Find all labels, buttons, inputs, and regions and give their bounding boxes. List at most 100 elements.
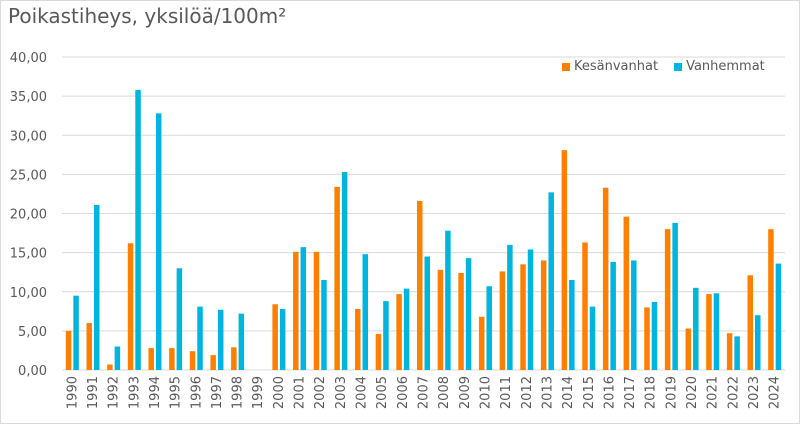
bar-vanhemmat-2014	[569, 280, 575, 370]
bar-kesanvanhat-2014	[561, 150, 568, 370]
bar-vanhemmat-2005	[383, 301, 389, 370]
x-tick-label: 2018	[644, 376, 659, 409]
y-tick-label: 10,00	[10, 286, 47, 301]
bar-kesanvanhat-2020	[685, 328, 692, 370]
x-tick-label: 1990	[65, 376, 80, 409]
bar-vanhemmat-2004	[362, 254, 369, 370]
bar-kesanvanhat-2012	[520, 264, 526, 370]
x-tick-label: 1997	[210, 376, 225, 409]
bar-kesanvanhat-2013	[540, 260, 547, 370]
bar-vanhemmat-2016	[610, 262, 616, 370]
bar-vanhemmat-2013	[548, 192, 554, 370]
x-tick-label: 2006	[396, 376, 411, 409]
x-tick-label: 2001	[293, 376, 308, 409]
bar-vanhemmat-1997	[217, 309, 224, 370]
bar-vanhemmat-2018	[651, 301, 658, 370]
bar-kesanvanhat-2023	[747, 275, 754, 370]
bar-kesanvanhat-2010	[478, 316, 485, 370]
bar-vanhemmat-2024	[775, 263, 782, 370]
y-tick-label: 30,00	[10, 129, 47, 144]
x-tick-label: 2024	[768, 376, 783, 409]
bar-vanhemmat-2002	[321, 280, 327, 370]
x-tick-label: 2020	[685, 376, 700, 409]
bar-vanhemmat-2022	[734, 336, 740, 370]
bar-vanhemmat-2006	[403, 288, 410, 370]
bar-kesanvanhat-2004	[355, 308, 361, 370]
bar-vanhemmat-1990	[73, 295, 79, 370]
x-tick-label: 1994	[148, 376, 163, 409]
x-tick-label: 2014	[561, 376, 576, 409]
bar-vanhemmat-2008	[445, 230, 451, 370]
y-tick-label: 15,00	[10, 247, 47, 262]
bar-kesanvanhat-1997	[210, 355, 216, 370]
y-tick-label: 0,00	[18, 364, 47, 379]
bar-kesanvanhat-2006	[396, 294, 402, 370]
x-tick-label: 2010	[478, 376, 493, 409]
bar-vanhemmat-2000	[279, 308, 286, 370]
bar-vanhemmat-1995	[176, 268, 183, 370]
bar-vanhemmat-1992	[114, 346, 121, 370]
x-tick-label: 2005	[375, 376, 390, 409]
bar-vanhemmat-2015	[589, 306, 596, 370]
legend-item-kesanvanhat: Kesänvanhat	[562, 59, 658, 74]
y-tick-label: 5,00	[18, 325, 47, 340]
bar-kesanvanhat-2016	[602, 187, 609, 370]
bar-kesanvanhat-2024	[768, 229, 774, 370]
bar-kesanvanhat-1993	[127, 243, 134, 370]
x-tick-label: 2012	[520, 376, 535, 409]
bar-kesanvanhat-1990	[65, 330, 72, 370]
bar-kesanvanhat-2019	[664, 229, 671, 370]
x-tick-label: 2002	[313, 376, 328, 409]
bar-vanhemmat-2023	[755, 315, 761, 370]
bar-vanhemmat-2017	[631, 260, 637, 370]
x-tick-label: 1995	[169, 376, 184, 409]
x-tick-label: 2016	[602, 376, 617, 409]
x-tick-label: 1999	[251, 376, 266, 409]
x-tick-label: 2015	[582, 376, 597, 409]
x-tick-label: 2011	[499, 376, 514, 409]
bar-vanhemmat-2011	[507, 244, 513, 370]
bar-kesanvanhat-1994	[148, 348, 154, 370]
x-tick-label: 1992	[107, 376, 122, 409]
bar-vanhemmat-2019	[672, 222, 678, 370]
y-tick-label: 20,00	[10, 208, 47, 223]
bar-kesanvanhat-2011	[499, 271, 506, 370]
x-tick-label: 1996	[189, 376, 204, 409]
bar-kesanvanhat-2007	[417, 200, 423, 370]
bar-kesanvanhat-2008	[437, 269, 444, 370]
legend-swatch-orange	[562, 62, 570, 71]
x-tick-label: 2000	[272, 376, 287, 409]
y-tick-label: 25,00	[10, 168, 47, 183]
x-tick-label: 2017	[623, 376, 638, 409]
x-tick-label: 2019	[664, 376, 679, 409]
chart-title: Poikastiheys, yksilöä/100m²	[8, 4, 287, 28]
legend-item-vanhemmat: Vanhemmat	[674, 59, 765, 74]
bar-kesanvanhat-1996	[189, 351, 196, 370]
bar-vanhemmat-2009	[465, 258, 472, 370]
bar-vanhemmat-2012	[527, 249, 534, 370]
bar-vanhemmat-2020	[693, 287, 699, 370]
bar-kesanvanhat-1998	[231, 347, 237, 370]
legend: Kesänvanhat Vanhemmat	[562, 59, 765, 74]
bar-kesanvanhat-2005	[375, 334, 382, 370]
y-tick-label: 40,00	[10, 51, 47, 66]
bar-kesanvanhat-2001	[293, 251, 299, 370]
x-tick-label: 1998	[231, 376, 246, 409]
bar-vanhemmat-2021	[713, 293, 720, 370]
x-tick-label: 2007	[417, 376, 432, 409]
x-tick-label: 2021	[706, 376, 721, 409]
x-tick-label: 2013	[540, 376, 555, 409]
y-tick-label: 35,00	[10, 90, 47, 105]
x-tick-label: 2022	[726, 376, 741, 409]
bar-vanhemmat-1993	[135, 89, 141, 371]
bar-kesanvanhat-2015	[582, 242, 588, 370]
x-tick-label: 2008	[437, 376, 452, 409]
bar-kesanvanhat-1992	[107, 364, 113, 370]
bar-vanhemmat-2003	[341, 172, 348, 370]
x-tick-label: 1993	[127, 376, 142, 409]
x-tick-label: 1991	[86, 376, 101, 409]
bar-kesanvanhat-1995	[169, 348, 175, 370]
x-tick-label: 2004	[355, 376, 370, 409]
bar-vanhemmat-1998	[238, 313, 245, 370]
